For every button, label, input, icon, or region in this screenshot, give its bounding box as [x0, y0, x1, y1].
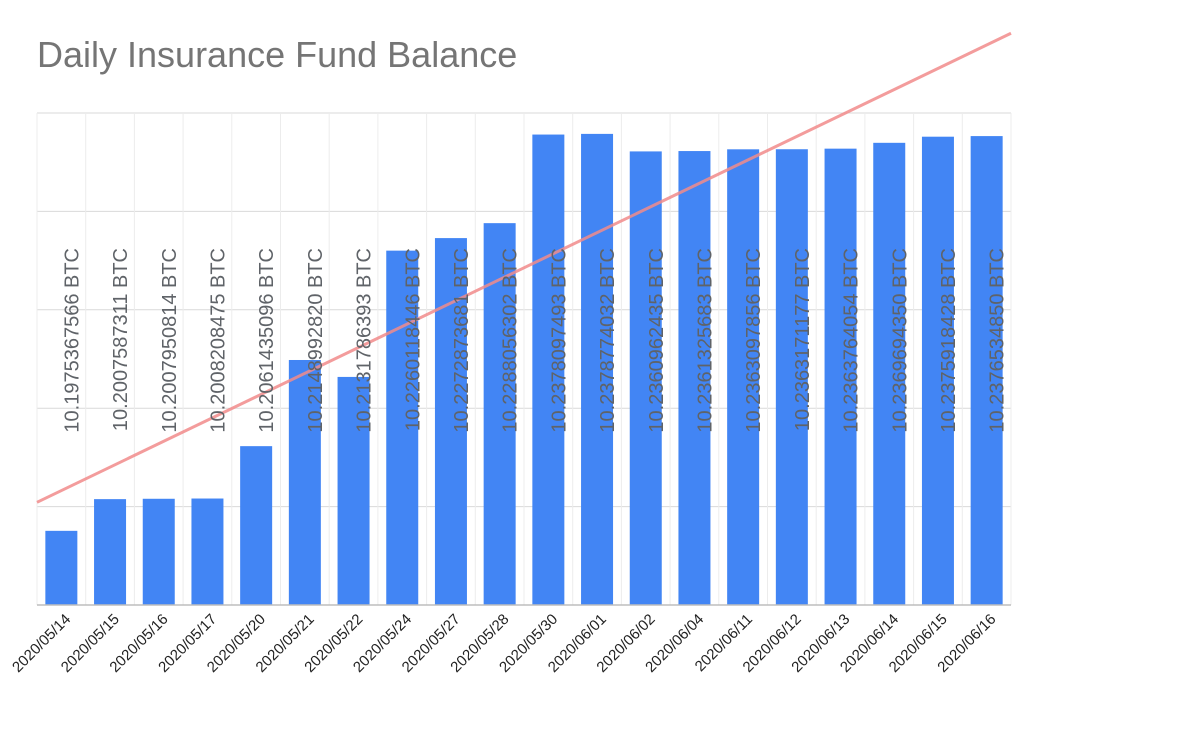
bar: [483, 223, 516, 606]
data-label: 10.2363171177 BTC: [792, 248, 814, 431]
trendline: [36, 31, 1012, 504]
data-label: 10.2378097493 BTC: [548, 248, 570, 433]
bar: [824, 148, 857, 605]
chart-title: Daily Insurance Fund Balance: [37, 34, 518, 75]
data-label: 10.2288056302 BTC: [500, 248, 522, 433]
bar: [288, 359, 321, 605]
data-label: 10.2361325683 BTC: [694, 248, 716, 433]
data-label: 10.2376534850 BTC: [987, 248, 1009, 433]
data-label: 10.2272873681 BTC: [451, 248, 473, 433]
bar: [581, 133, 614, 605]
data-label: 10.2363097856 BTC: [743, 248, 765, 433]
bar: [337, 376, 370, 605]
bar: [775, 149, 808, 605]
bar: [142, 498, 175, 605]
data-label: 10.2375918428 BTC: [938, 248, 960, 433]
data-label: 10.2007950814 BTC: [159, 248, 181, 433]
bar: [191, 498, 224, 605]
data-label: 10.2378774032 BTC: [597, 248, 619, 433]
data-label: 10.2148992820 BTC: [305, 248, 327, 433]
bar: [45, 530, 78, 605]
bar: [629, 151, 662, 605]
bar: [678, 151, 711, 605]
bar: [532, 134, 565, 605]
bar: [873, 142, 906, 606]
data-label: 10.2369694350 BTC: [889, 248, 911, 433]
data-label: 10.2008208475 BTC: [207, 248, 229, 433]
data-labels: 10.1975367566 BTC 10.2007587311 BTC 10.200…: [61, 248, 1008, 433]
data-label: 10.2131786393 BTC: [354, 248, 376, 433]
data-label: 10.2260118446 BTC: [402, 248, 424, 431]
bar: [970, 136, 1003, 605]
bar: [727, 149, 760, 605]
bar: [240, 446, 273, 605]
data-label: 10.2061435096 BTC: [256, 248, 278, 433]
bar: [386, 250, 419, 606]
data-label: 10.2363764054 BTC: [841, 248, 863, 433]
bar: [921, 136, 954, 605]
x-axis-tick-labels: 2020/05/142020/05/152020/05/162020/05/17…: [9, 611, 999, 676]
data-label: 10.1975367566 BTC: [61, 248, 83, 433]
gridlines: [36, 112, 1012, 606]
data-label: 10.2360962435 BTC: [646, 248, 668, 433]
bar: [94, 499, 127, 605]
bars: [45, 133, 1003, 606]
data-label: 10.2007587311 BTC: [110, 248, 132, 431]
